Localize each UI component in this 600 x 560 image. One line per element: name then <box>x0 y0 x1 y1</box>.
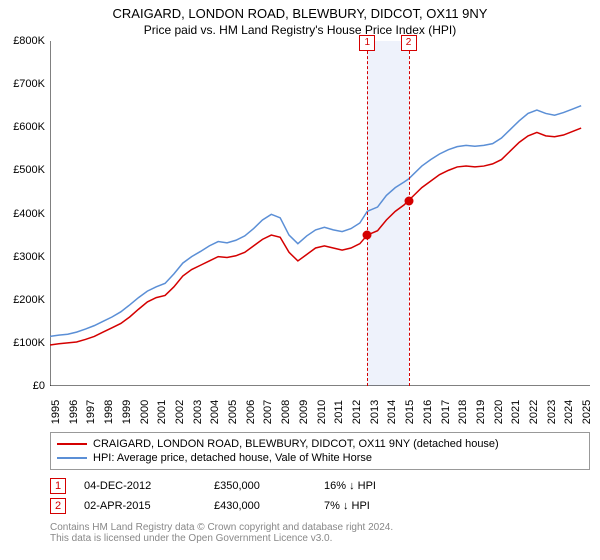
chart-subtitle: Price paid vs. HM Land Registry's House … <box>0 21 600 41</box>
legend-swatch <box>57 443 87 445</box>
sales-table: 1 04-DEC-2012£350,00016% ↓ HPI 2 02-APR-201… <box>50 476 590 516</box>
x-tick-label: 2004 <box>209 400 221 424</box>
x-tick-label: 2018 <box>457 400 469 424</box>
x-tick-label: 2016 <box>422 400 434 424</box>
legend-label: HPI: Average price, detached house, Vale… <box>93 452 372 464</box>
legend-label: CRAIGARD, LONDON ROAD, BLEWBURY, DIDCOT,… <box>93 438 499 450</box>
sale-label-box: 2 <box>401 35 417 51</box>
footer-line1: Contains HM Land Registry data © Crown c… <box>50 522 590 533</box>
x-tick-label: 2003 <box>192 400 204 424</box>
x-tick-label: 2002 <box>174 400 186 424</box>
x-tick-label: 2015 <box>404 400 416 424</box>
legend-row: CRAIGARD, LONDON ROAD, BLEWBURY, DIDCOT,… <box>57 437 583 451</box>
x-tick-label: 2012 <box>351 400 363 424</box>
x-tick-label: 2007 <box>262 400 274 424</box>
y-tick-label: £0 <box>0 380 45 392</box>
y-tick-label: £500K <box>0 164 45 176</box>
sales-row: 1 04-DEC-2012£350,00016% ↓ HPI <box>50 476 590 496</box>
sales-price: £430,000 <box>214 500 324 512</box>
y-tick-label: £800K <box>0 35 45 47</box>
sales-delta: 16% ↓ HPI <box>324 480 424 492</box>
sale-label-box: 1 <box>359 35 375 51</box>
x-tick-label: 2020 <box>493 400 505 424</box>
x-tick-label: 1998 <box>103 400 115 424</box>
x-tick-label: 1997 <box>85 400 97 424</box>
sale-vline <box>409 41 410 386</box>
sale-vline <box>367 41 368 386</box>
x-tick-label: 2010 <box>316 400 328 424</box>
x-tick-label: 2001 <box>156 400 168 424</box>
chart-svg <box>50 41 590 386</box>
x-tick-label: 2000 <box>139 400 151 424</box>
x-tick-label: 2022 <box>528 400 540 424</box>
sales-date: 02-APR-2015 <box>84 500 214 512</box>
x-tick-label: 1996 <box>68 400 80 424</box>
sales-date: 04-DEC-2012 <box>84 480 214 492</box>
x-tick-label: 2009 <box>298 400 310 424</box>
x-tick-label: 2023 <box>546 400 558 424</box>
sale-marker <box>404 196 413 205</box>
legend: CRAIGARD, LONDON ROAD, BLEWBURY, DIDCOT,… <box>50 432 590 470</box>
legend-row: HPI: Average price, detached house, Vale… <box>57 451 583 465</box>
sales-price: £350,000 <box>214 480 324 492</box>
y-tick-label: £200K <box>0 294 45 306</box>
y-tick-label: £100K <box>0 337 45 349</box>
sales-idx-box: 2 <box>50 498 66 514</box>
sales-delta: 7% ↓ HPI <box>324 500 424 512</box>
sale-marker <box>363 231 372 240</box>
x-tick-label: 2005 <box>227 400 239 424</box>
chart-container: CRAIGARD, LONDON ROAD, BLEWBURY, DIDCOT,… <box>0 0 600 560</box>
sales-row: 2 02-APR-2015£430,0007% ↓ HPI <box>50 496 590 516</box>
y-tick-label: £700K <box>0 78 45 90</box>
x-tick-label: 2021 <box>510 400 522 424</box>
x-tick-label: 2017 <box>440 400 452 424</box>
x-tick-label: 2011 <box>333 400 345 424</box>
x-tick-label: 1995 <box>50 400 62 424</box>
x-tick-label: 2014 <box>386 400 398 424</box>
chart-area: £0£100K£200K£300K£400K£500K£600K£700K£80… <box>50 41 590 386</box>
x-tick-label: 2006 <box>245 400 257 424</box>
x-tick-label: 2025 <box>581 400 593 424</box>
legend-swatch <box>57 457 87 459</box>
chart-title: CRAIGARD, LONDON ROAD, BLEWBURY, DIDCOT,… <box>0 0 600 21</box>
y-tick-label: £400K <box>0 208 45 220</box>
x-tick-label: 2024 <box>563 400 575 424</box>
footer: Contains HM Land Registry data © Crown c… <box>50 522 590 544</box>
y-tick-label: £300K <box>0 251 45 263</box>
x-tick-label: 2013 <box>369 400 381 424</box>
footer-line2: This data is licensed under the Open Gov… <box>50 533 590 544</box>
x-tick-label: 1999 <box>121 400 133 424</box>
sales-idx-box: 1 <box>50 478 66 494</box>
x-tick-label: 2019 <box>475 400 487 424</box>
y-tick-label: £600K <box>0 121 45 133</box>
x-tick-label: 2008 <box>280 400 292 424</box>
